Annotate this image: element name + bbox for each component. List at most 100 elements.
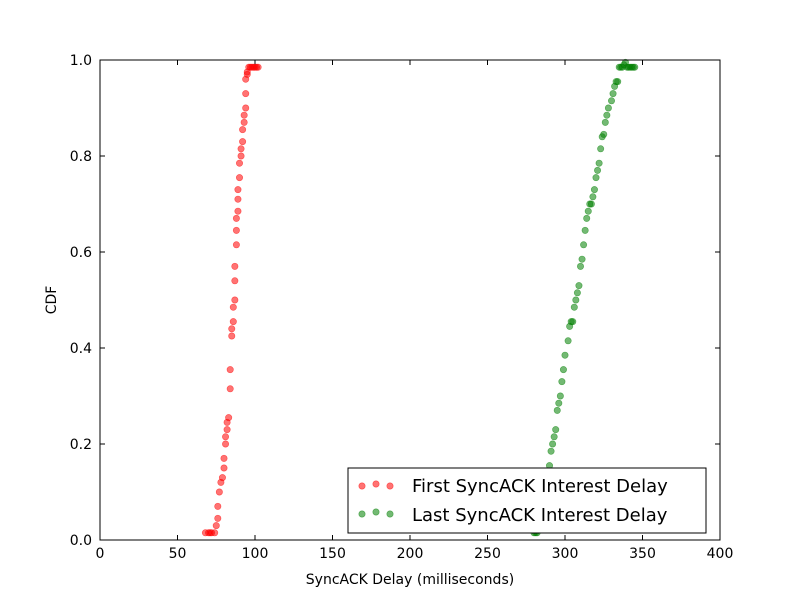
data-point: [242, 90, 250, 98]
data-point: [564, 337, 572, 345]
data-point: [572, 296, 580, 304]
data-point: [550, 433, 558, 441]
data-point: [240, 111, 248, 119]
data-point: [559, 366, 567, 374]
x-tick-label: 150: [319, 546, 346, 562]
legend-marker-dot: [358, 510, 366, 518]
data-point: [600, 130, 608, 138]
data-point: [234, 207, 242, 215]
plot-background: [100, 60, 720, 540]
y-axis-title: CDF: [44, 286, 60, 315]
data-point: [223, 426, 231, 434]
legend-marker-dot: [386, 510, 394, 518]
x-tick-label: 50: [169, 546, 187, 562]
data-point: [570, 303, 578, 311]
data-point: [239, 126, 247, 134]
data-point: [234, 195, 242, 203]
y-tick-label: 0.6: [70, 245, 92, 261]
data-point: [226, 385, 234, 393]
axis-tick-labels: 0 50 100 150 200 250 300 350 400 0.0 0.2 0.4 0.6 0.8 1…: [70, 53, 734, 562]
data-point: [215, 488, 223, 496]
data-point: [558, 378, 566, 386]
data-point: [236, 174, 244, 182]
legend-marker-dot: [386, 482, 394, 490]
data-point: [581, 226, 589, 234]
data-point: [226, 366, 234, 374]
data-point: [229, 303, 237, 311]
data-point: [592, 174, 600, 182]
x-tick-label: 100: [242, 546, 269, 562]
legend-marker-dot: [372, 508, 380, 516]
data-point: [573, 289, 581, 297]
data-point: [578, 255, 586, 263]
data-point: [228, 332, 236, 340]
data-point: [242, 104, 250, 112]
data-point: [604, 104, 612, 112]
legend: First SyncACK Interest Delay Last SyncAC…: [347, 467, 707, 534]
data-point: [594, 166, 602, 174]
data-point: [607, 97, 615, 105]
data-point: [237, 152, 245, 160]
data-point: [576, 262, 584, 270]
data-point: [218, 474, 226, 482]
data-point: [214, 502, 222, 510]
series-0-points: [201, 63, 262, 537]
data-point: [580, 241, 588, 249]
x-tick-label: 200: [397, 546, 424, 562]
data-point: [234, 186, 242, 194]
x-tick-label: 400: [707, 546, 734, 562]
data-point: [239, 138, 247, 146]
data-point: [614, 78, 622, 86]
data-point: [549, 440, 557, 448]
legend-marker-dot: [372, 480, 380, 488]
data-point: [240, 118, 248, 126]
legend-label-first: First SyncACK Interest Delay: [412, 476, 668, 497]
data-point: [555, 399, 563, 407]
x-axis-title: SyncACK Delay (milliseconds): [306, 572, 514, 588]
y-tick-label: 0.0: [70, 533, 92, 549]
data-points: [201, 58, 639, 537]
data-point: [547, 447, 555, 455]
y-tick-label: 0.4: [70, 341, 92, 357]
y-tick-label: 1.0: [70, 53, 92, 69]
data-point: [631, 63, 639, 71]
data-point: [236, 159, 244, 167]
data-point: [232, 241, 240, 249]
data-point: [220, 454, 228, 462]
data-point: [575, 282, 583, 290]
data-point: [232, 226, 240, 234]
legend-marker-first: [358, 480, 394, 490]
y-tick-label: 0.2: [70, 437, 92, 453]
data-point: [595, 159, 603, 167]
data-point: [211, 529, 219, 537]
data-point: [583, 214, 591, 222]
data-point: [212, 522, 220, 530]
data-point: [225, 414, 233, 422]
x-tick-label: 0: [96, 546, 105, 562]
legend-marker-dot: [358, 482, 366, 490]
data-point: [231, 262, 239, 270]
data-point: [587, 200, 595, 208]
data-point: [228, 325, 236, 333]
y-tick-label: 0.8: [70, 149, 92, 165]
data-point: [609, 90, 617, 98]
data-point: [214, 514, 222, 522]
data-point: [597, 145, 605, 153]
legend-box: [347, 467, 707, 534]
x-tick-label: 250: [474, 546, 501, 562]
data-point: [222, 440, 230, 448]
data-point: [553, 406, 561, 414]
plot-frame: [99, 59, 721, 541]
data-point: [556, 392, 564, 400]
x-tick-label: 350: [629, 546, 656, 562]
data-point: [232, 214, 240, 222]
data-point: [569, 318, 577, 326]
data-point: [231, 296, 239, 304]
data-point: [601, 118, 609, 126]
data-point: [220, 464, 228, 472]
data-point: [584, 207, 592, 215]
data-point: [229, 318, 237, 326]
data-point: [237, 145, 245, 153]
data-point: [222, 433, 230, 441]
